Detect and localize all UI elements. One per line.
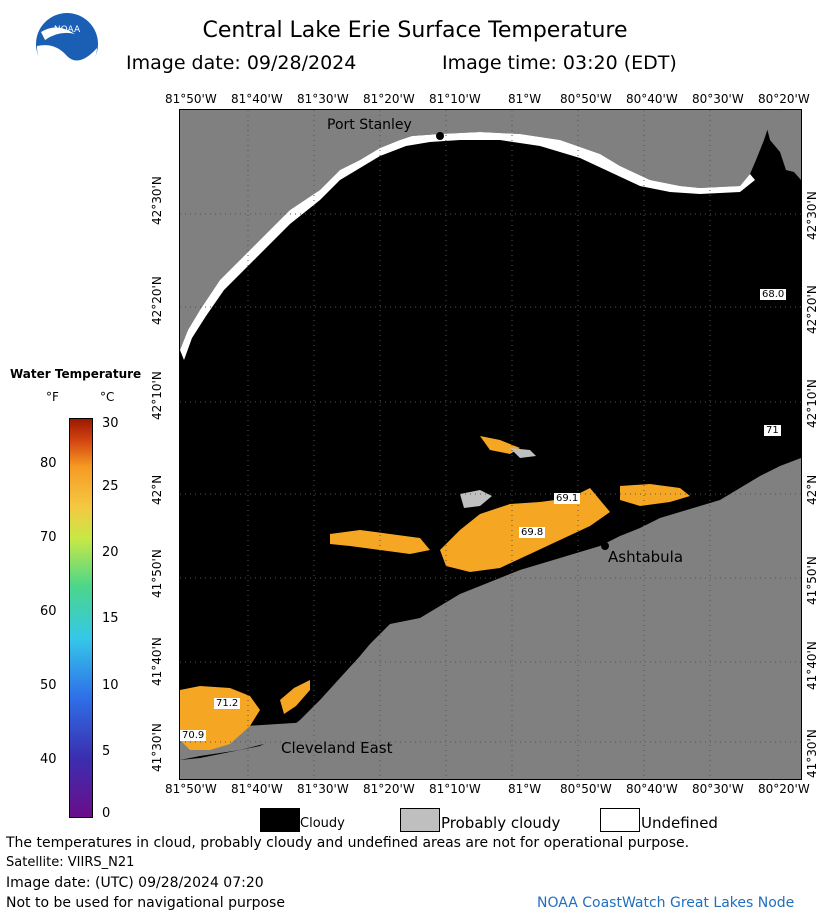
colorbar-f-tick: 80 — [40, 456, 57, 471]
colorbar-c-tick: 25 — [102, 479, 119, 494]
noaa-logo: NOAA — [35, 12, 99, 78]
bottom-lon-label: 80°50'W — [560, 782, 612, 796]
warm-water-patch — [330, 530, 430, 554]
colorbar-c-tick: 5 — [102, 744, 111, 759]
svg-text:NOAA: NOAA — [54, 25, 81, 35]
top-lon-label: 81°20'W — [363, 92, 415, 106]
colorbar-title: Water Temperature — [10, 367, 142, 381]
ashtabula-label: Ashtabula — [608, 548, 684, 566]
canada-land — [180, 110, 780, 350]
footer-utc-date: Image date: (UTC) 09/28/2024 07:20 — [6, 875, 264, 891]
legend-probably-cloudy-label: Probably cloudy — [441, 814, 561, 832]
legend-cloudy-label: Cloudy — [300, 816, 345, 831]
page-title: Central Lake Erie Surface Temperature — [202, 18, 628, 43]
colorbar-c-tick: 0 — [102, 806, 111, 821]
bottom-lon-label: 81°10'W — [429, 782, 481, 796]
temp-value-label: 70.9 — [180, 730, 207, 741]
warm-water-patch — [620, 484, 690, 506]
colorbar-c-tick: 15 — [102, 611, 119, 626]
colorbar-unit-c: °C — [100, 390, 115, 404]
port-stanley-marker — [436, 132, 444, 140]
lat-label-right: 41°40'N — [805, 641, 819, 690]
footer-satellite: Satellite: VIIRS_N21 — [6, 855, 135, 870]
footer-disclaimer: The temperatures in cloud, probably clou… — [6, 835, 690, 851]
top-lon-label: 81°50'W — [165, 92, 217, 106]
lat-label-right: 41°30'N — [805, 729, 819, 778]
lat-label-right: 42°N — [805, 474, 819, 505]
colorbar-unit-f: °F — [46, 390, 59, 404]
temp-value-label: 71.2 — [214, 698, 241, 709]
footer-nav-warning: Not to be used for navigational purpose — [6, 895, 285, 911]
colorbar — [69, 418, 93, 818]
bottom-lon-label: 81°40'W — [231, 782, 283, 796]
temp-value-label: 69.1 — [554, 493, 581, 504]
temp-value-label: 69.8 — [519, 527, 546, 538]
lat-label-left: 42°10'N — [150, 371, 164, 420]
bottom-lon-label: 81°30'W — [297, 782, 349, 796]
lat-label-left: 41°50'N — [150, 549, 164, 598]
top-lon-label: 81°W — [508, 92, 542, 106]
port-stanley-label: Port Stanley — [327, 117, 412, 133]
colorbar-c-tick: 20 — [102, 545, 119, 560]
probably-cloudy-patch — [460, 490, 492, 508]
bottom-lon-label: 81°W — [508, 782, 542, 796]
top-lon-label: 80°20'W — [758, 92, 810, 106]
top-lon-label: 81°40'W — [231, 92, 283, 106]
colorbar-c-tick: 10 — [102, 678, 119, 693]
colorbar-f-tick: 70 — [40, 530, 57, 545]
temp-value-label: 71 — [764, 425, 781, 436]
ashtabula-marker — [601, 542, 609, 550]
colorbar-f-tick: 60 — [40, 604, 57, 619]
top-lon-label: 81°30'W — [297, 92, 349, 106]
image-date-label: Image date: 09/28/2024 — [126, 52, 357, 74]
warm-water-patch — [480, 436, 520, 454]
lat-label-right: 42°20'N — [805, 285, 819, 334]
colorbar-f-tick: 50 — [40, 678, 57, 693]
lat-label-right: 41°50'N — [805, 556, 819, 605]
lat-label-left: 42°N — [150, 474, 164, 505]
lat-gridlines — [180, 213, 801, 743]
image-time-label: Image time: 03:20 (EDT) — [442, 52, 677, 74]
top-lon-label: 81°10'W — [429, 92, 481, 106]
noaa-logo-icon: NOAA — [36, 13, 98, 78]
lat-label-left: 42°30'N — [150, 176, 164, 225]
bottom-lon-label: 80°40'W — [626, 782, 678, 796]
lat-label-left: 41°40'N — [150, 637, 164, 686]
lat-label-right: 42°10'N — [805, 379, 819, 428]
colorbar-f-tick: 40 — [40, 752, 57, 767]
temp-value-label: 68.0 — [760, 289, 787, 300]
top-lon-label: 80°50'W — [560, 92, 612, 106]
legend-cloudy-swatch — [260, 808, 300, 832]
lat-label-left: 41°30'N — [150, 723, 164, 772]
undefined-shore — [180, 132, 755, 360]
bottom-lon-label: 80°20'W — [758, 782, 810, 796]
legend-undefined-label: Undefined — [641, 814, 718, 832]
colorbar-c-tick: 30 — [102, 416, 119, 431]
temperature-map: Port Stanley Ashtabula Cleveland East 68… — [179, 109, 802, 780]
bottom-lon-label: 81°20'W — [363, 782, 415, 796]
probably-cloudy-patch — [510, 448, 536, 458]
legend-probably-cloudy-swatch — [400, 808, 440, 832]
cleveland-east-label: Cleveland East — [281, 739, 393, 757]
legend-undefined-swatch — [600, 808, 640, 832]
us-land — [180, 458, 801, 779]
lat-label-left: 42°20'N — [150, 276, 164, 325]
bottom-lon-label: 80°30'W — [692, 782, 744, 796]
top-lon-label: 80°40'W — [626, 92, 678, 106]
top-lon-label: 80°30'W — [692, 92, 744, 106]
warm-water-patch — [280, 680, 310, 714]
lat-label-right: 42°30'N — [805, 191, 819, 240]
footer-credit: NOAA CoastWatch Great Lakes Node — [537, 895, 795, 911]
map-canvas — [180, 110, 801, 779]
bottom-lon-label: 81°50'W — [165, 782, 217, 796]
